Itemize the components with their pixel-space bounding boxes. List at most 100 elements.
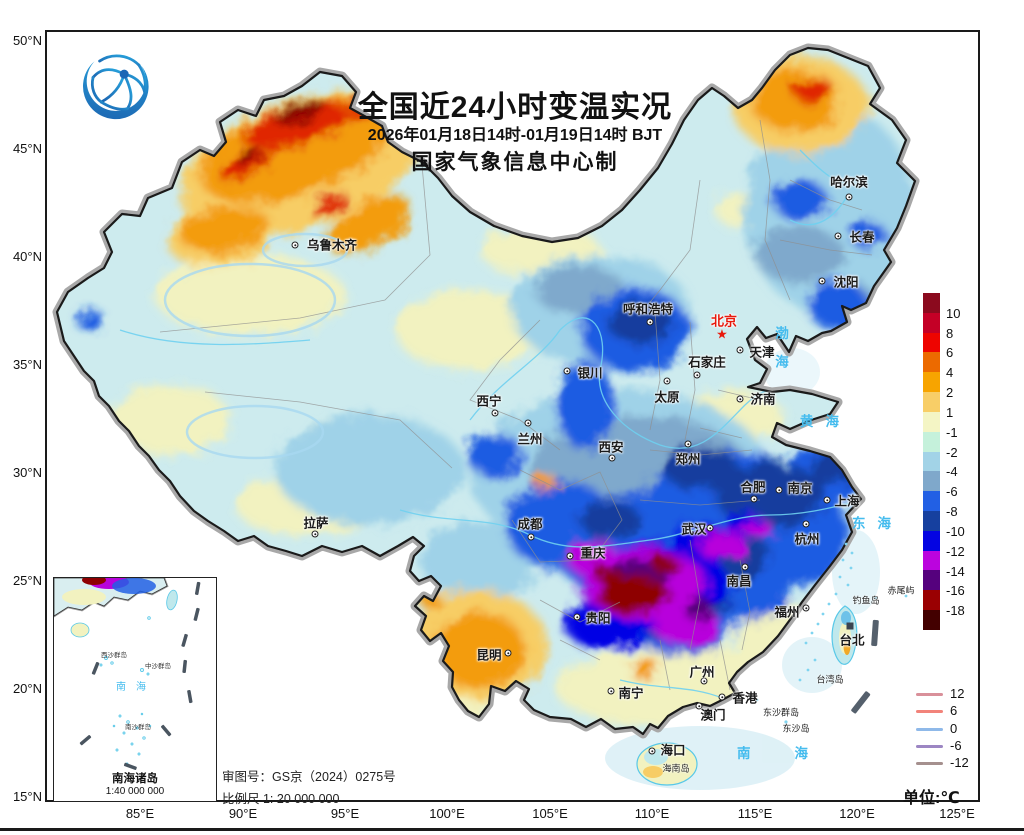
city-label-北京: 北京	[710, 313, 738, 329]
city-marker-dot	[493, 411, 497, 415]
city-marker-dot	[836, 234, 840, 238]
colorbar-segment	[923, 451, 940, 472]
city-label-台北: 台北	[839, 633, 865, 648]
city-marker	[750, 495, 758, 503]
inset-scale: 1:40 000 000	[105, 786, 165, 797]
province-boundaries	[159, 119, 873, 691]
city-marker	[566, 552, 574, 560]
city-label-澳门: 澳门	[700, 708, 726, 723]
city-marker-dot	[313, 532, 317, 536]
city-marker	[736, 395, 744, 403]
city-label-武汉: 武汉	[681, 522, 707, 537]
colorbar-value: -10	[946, 523, 965, 539]
city-label-郑州: 郑州	[675, 452, 701, 467]
inset-dash-line	[79, 581, 201, 770]
isoline-value: 0	[950, 720, 958, 736]
city-marker	[524, 419, 532, 427]
lon-label: 110°E	[634, 806, 670, 821]
city-marker-dot	[720, 695, 724, 699]
city-marker	[818, 277, 826, 285]
city-label-福州: 福州	[774, 605, 800, 620]
city-marker	[573, 613, 581, 621]
city-marker	[684, 440, 692, 448]
sea-label-东海: 东海	[852, 516, 903, 531]
lon-label: 120°E	[839, 806, 875, 821]
city-marker	[802, 604, 810, 612]
colorbar-segment	[923, 530, 940, 551]
colorbar-value: 8	[946, 325, 954, 341]
inset-title: 南海诸岛	[112, 773, 158, 785]
isoline-value: -12	[950, 755, 969, 771]
colorbar-value: -12	[946, 543, 965, 559]
coastal-islets	[755, 542, 908, 724]
city-marker	[311, 530, 319, 538]
city-label-石家庄: 石家庄	[688, 355, 726, 370]
city-marker	[845, 193, 853, 201]
city-label-广州: 广州	[689, 665, 715, 680]
inset-label-南沙群岛: 南沙群岛	[125, 724, 151, 731]
city-label-上海: 上海	[834, 494, 860, 509]
map-source: 国家气象信息中心制	[411, 151, 619, 174]
city-label-南宁: 南宁	[618, 686, 644, 701]
city-marker-dot	[738, 348, 742, 352]
colorbar-value: 4	[946, 365, 954, 381]
lon-label: 125°E	[939, 806, 975, 821]
colorbar-segment	[923, 570, 940, 591]
map-scale: 比例尺 1: 20 000 000	[222, 792, 340, 806]
lat-label: 20°N	[12, 681, 42, 696]
unit-label: 单位:℃	[903, 790, 960, 807]
colorbar-segment	[923, 332, 940, 353]
city-marker	[718, 693, 726, 701]
city-label-天津: 天津	[749, 345, 775, 360]
island-label-东沙群岛: 东沙群岛	[762, 707, 800, 718]
island-label-东沙岛: 东沙岛	[782, 723, 810, 734]
city-marker-dot	[702, 679, 706, 683]
logo-mesh	[90, 54, 147, 111]
inset-land	[52, 575, 178, 638]
city-label-南京: 南京	[787, 481, 813, 496]
colorbar-segment	[923, 372, 940, 393]
colorbar-value: -18	[946, 603, 965, 619]
colorbar-segment	[923, 352, 940, 373]
city-marker-dot	[820, 279, 824, 283]
city-marker-dot	[738, 397, 742, 401]
isoline-swatch	[916, 744, 943, 748]
capital-star-marker: ★	[716, 326, 728, 342]
colorbar-segment	[923, 312, 940, 333]
city-marker-dot	[293, 243, 297, 247]
city-label-济南: 济南	[750, 392, 776, 407]
city-marker-dot	[565, 369, 569, 373]
city-label-长春: 长春	[849, 230, 875, 245]
city-marker	[823, 496, 831, 504]
city-label-成都: 成都	[517, 517, 543, 532]
city-marker-dot	[804, 522, 808, 526]
terrain-outlines	[163, 232, 349, 460]
city-label-拉萨: 拉萨	[303, 516, 329, 531]
city-marker	[504, 649, 512, 657]
nmic-logo	[83, 54, 149, 120]
city-marker-dot	[609, 689, 613, 693]
lon-label: 95°E	[330, 806, 360, 821]
island-label-钓鱼岛: 钓鱼岛	[852, 595, 880, 606]
city-marker-dot	[506, 651, 510, 655]
city-marker-dot	[529, 535, 533, 539]
city-marker	[834, 232, 842, 240]
inset-map	[52, 575, 201, 770]
colorbar-value: -8	[946, 504, 958, 520]
city-label-西宁: 西宁	[476, 394, 502, 409]
colorbar-value: -6	[946, 484, 958, 500]
sea-label-渤海: 渤海	[773, 326, 788, 383]
colorbar-value: -4	[946, 464, 958, 480]
inset-sea-label: 南海	[116, 682, 156, 693]
city-marker	[607, 687, 615, 695]
city-label-太原: 太原	[654, 390, 680, 405]
colorbar-segment	[923, 590, 940, 610]
city-label-哈尔滨: 哈尔滨	[830, 175, 868, 190]
dash-line-segments	[851, 619, 879, 714]
city-label-南昌: 南昌	[726, 574, 752, 589]
city-marker-dot	[752, 497, 756, 501]
city-marker-dot	[847, 195, 851, 199]
city-label-香港: 香港	[732, 691, 758, 706]
city-marker-dot	[804, 606, 808, 610]
